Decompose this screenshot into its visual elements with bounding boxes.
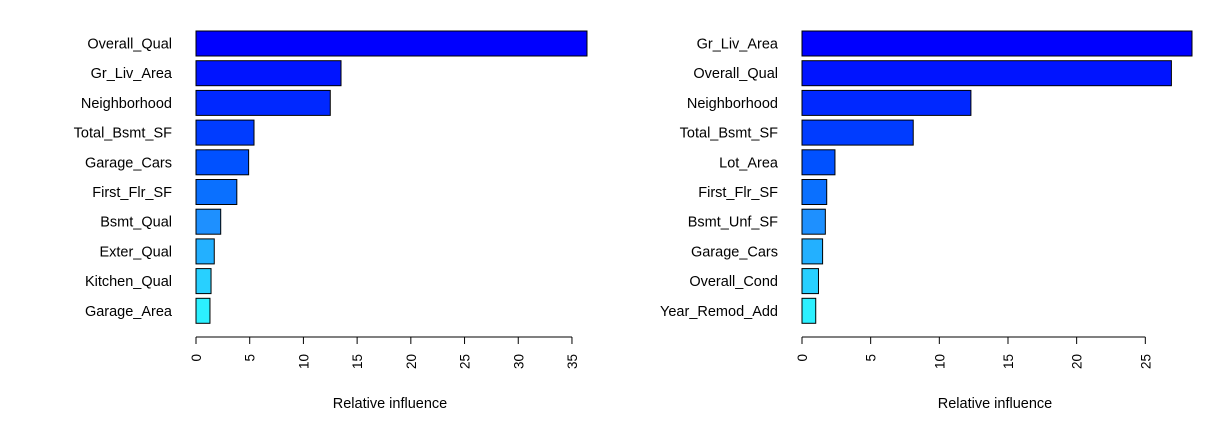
bar [195,268,212,295]
x-tick-label: 30 [511,354,526,369]
bar [195,119,255,146]
x-tick-label: 15 [350,354,365,369]
x-tick-label: 0 [795,354,810,362]
x-tick-label: 20 [404,354,419,369]
bar [801,149,836,176]
bar [195,208,222,235]
bar [195,60,342,87]
category-label: Total_Bsmt_SF [680,126,778,142]
category-label: Lot_Area [719,155,779,171]
x-tick-label: 10 [932,354,947,369]
category-label: Exter_Qual [99,244,172,260]
right-influence-chart: Gr_Liv_Area Overall_Qual Neighborhood Total… [660,30,1193,412]
category-label: Neighborhood [81,96,172,112]
x-tick-label: 25 [458,354,473,369]
bar [801,89,972,116]
category-label: Kitchen_Qual [85,274,172,290]
x-tick-label: 0 [189,354,204,362]
category-label: Total_Bsmt_SF [74,126,172,142]
bar [801,119,914,146]
bar [801,30,1193,57]
category-label: Gr_Liv_Area [91,66,173,82]
x-tick-label: 10 [296,354,311,369]
bar [801,179,828,205]
bar [195,297,211,324]
x-tick-label: 15 [1001,354,1016,369]
category-label: Bsmt_Qual [100,215,172,231]
category-label: Bsmt_Unf_SF [688,215,778,231]
x-axis-title: Relative influence [333,396,447,412]
left-influence-chart: Overall_Qual Gr_Liv_Area Neighborhood Total… [74,30,588,412]
x-axis-title: Relative influence [938,396,1052,412]
bar [195,149,250,176]
bar [801,268,819,295]
bar [801,238,824,265]
category-label: Overall_Cond [689,274,778,290]
bar [801,60,1172,87]
category-label: Neighborhood [687,96,778,112]
x-tick-label: 35 [565,354,580,369]
category-label: Garage_Area [85,304,173,320]
category-label: First_Flr_SF [92,185,172,201]
bar [195,89,331,116]
x-tick-label: 5 [864,354,879,362]
bar [195,30,588,57]
bar [195,238,215,265]
category-label: Overall_Qual [693,66,778,82]
bar [801,297,817,324]
x-tick-label: 5 [243,354,258,362]
bar [801,208,826,235]
x-tick-label: 25 [1138,354,1153,369]
category-label: Overall_Qual [87,37,172,53]
category-label: Year_Remod_Add [660,304,778,320]
category-label: Garage_Cars [691,244,778,260]
category-label: First_Flr_SF [698,185,778,201]
bar [195,179,238,205]
x-tick-label: 20 [1070,354,1085,369]
category-label: Gr_Liv_Area [697,37,779,53]
category-label: Garage_Cars [85,155,172,171]
